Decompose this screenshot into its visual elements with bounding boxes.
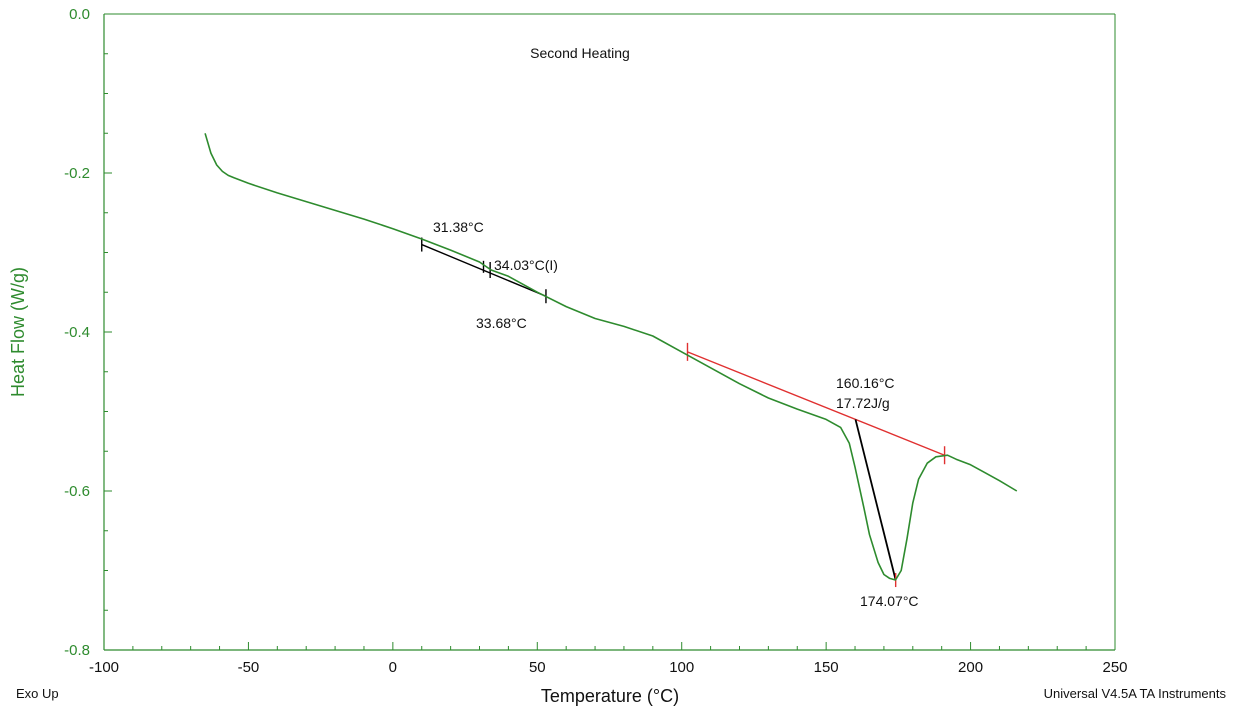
- footer-instrument: Universal V4.5A TA Instruments: [1044, 686, 1227, 701]
- annotation-label: 33.68°C: [476, 315, 527, 331]
- chart-title: Second Heating: [530, 45, 630, 61]
- melting-tangent: [854, 419, 897, 581]
- y-tick-label: -0.4: [64, 324, 90, 341]
- annotation-label: 34.03°C(I): [494, 257, 558, 273]
- footer-exo-up: Exo Up: [16, 686, 59, 701]
- ticks-layer: -100 -50 0 50 100 150 200 250 0.0 -0.2 -0.4 -0.6 -0.…: [64, 6, 1127, 676]
- x-tick-label: 50: [529, 659, 546, 676]
- y-tick-label: -0.6: [64, 483, 90, 500]
- melting-baseline: [687, 351, 945, 456]
- x-tick-label: 200: [958, 659, 983, 676]
- heat-flow-line: [204, 133, 1018, 581]
- x-tick-label: 100: [669, 659, 694, 676]
- annotation-label: 160.16°C: [836, 375, 895, 391]
- x-tick-label: -100: [89, 659, 119, 676]
- x-tick-label: 0: [389, 659, 397, 676]
- y-tick-label: 0.0: [69, 6, 90, 23]
- x-tick-label: 250: [1102, 659, 1127, 676]
- x-tick-label: 150: [814, 659, 839, 676]
- y-axis-label: Heat Flow (W/g): [8, 267, 28, 397]
- reference-lines: [421, 237, 946, 588]
- y-tick-label: -0.2: [64, 165, 90, 182]
- series-layer: [204, 133, 1018, 581]
- annotation-label: 31.38°C: [433, 219, 484, 235]
- annotation-layer: 31.38°C 34.03°C(I) 33.68°C 160.16°C 17.72J/g…: [433, 219, 919, 609]
- annotation-label: 174.07°C: [860, 593, 919, 609]
- y-tick-label: -0.8: [64, 642, 90, 659]
- x-axis-label: Temperature (°C): [541, 686, 679, 706]
- annotation-label: 17.72J/g: [836, 395, 890, 411]
- x-tick-label: -50: [238, 659, 260, 676]
